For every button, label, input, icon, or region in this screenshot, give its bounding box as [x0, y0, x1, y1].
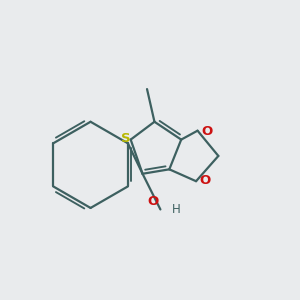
- Text: O: O: [201, 125, 212, 138]
- Text: O: O: [200, 174, 211, 187]
- Text: O: O: [148, 195, 159, 208]
- Text: S: S: [121, 132, 130, 145]
- Text: H: H: [172, 203, 181, 216]
